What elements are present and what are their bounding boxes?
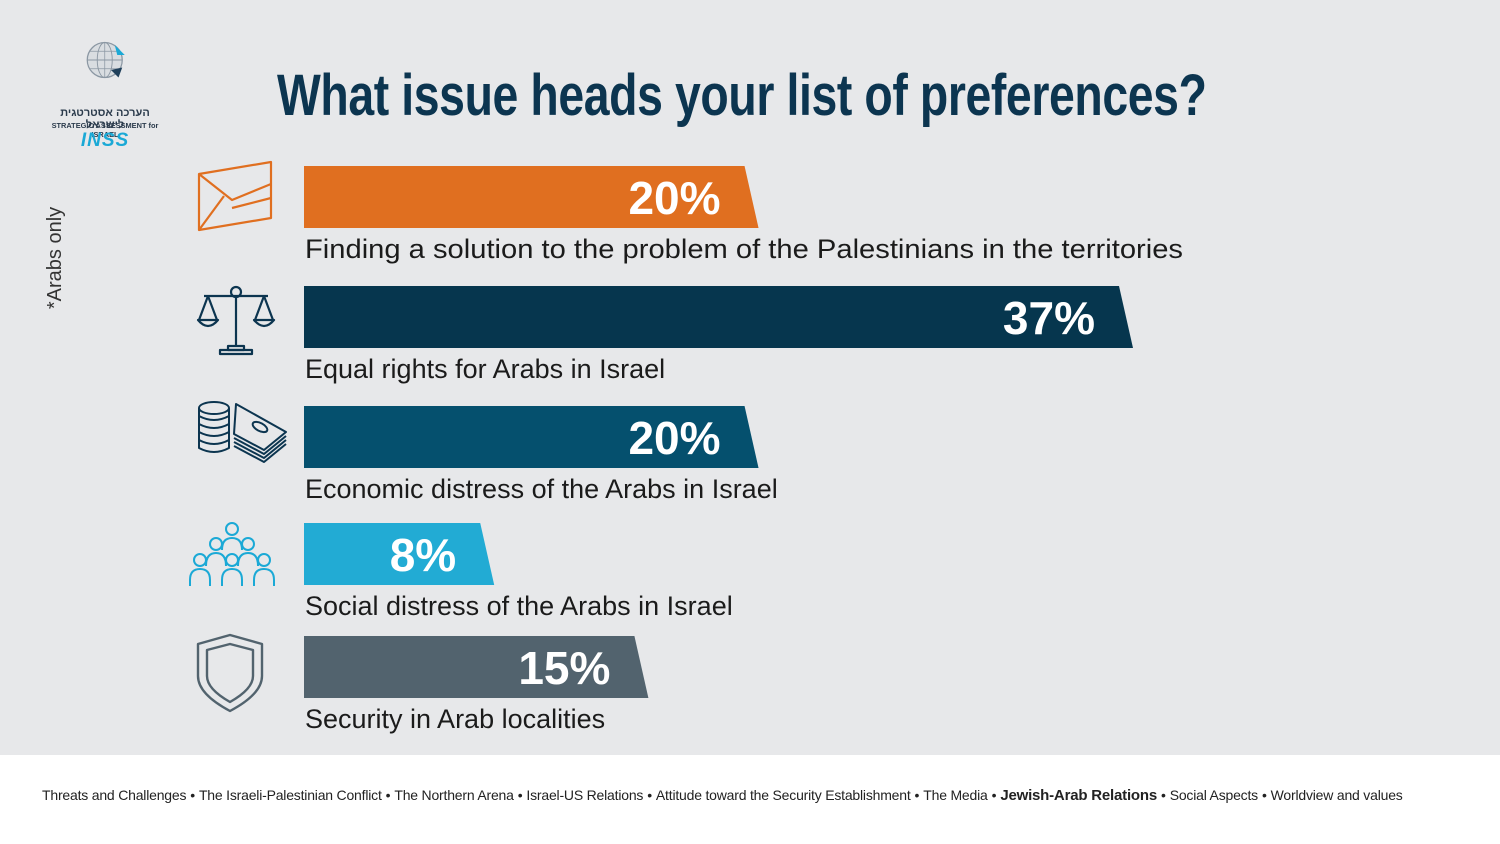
bar-value-label-2: 37%: [1003, 292, 1095, 344]
scales-icon: [196, 285, 276, 356]
bar-2: [304, 286, 1133, 348]
footer-separator: •: [914, 787, 920, 803]
bar-chart: 20% Finding a solution to the problem of …: [304, 166, 1183, 734]
category-label-2: Equal rights for Arabs in Israel: [305, 354, 665, 384]
bar-value-label-3: 20%: [628, 412, 720, 464]
envelope-icon: [197, 160, 273, 232]
category-label-5: Security in Arab localities: [305, 704, 605, 734]
footer-separator: •: [647, 787, 652, 803]
footer-topic-link[interactable]: Israel-US Relations: [526, 787, 644, 803]
footer-separator: •: [991, 787, 997, 803]
logo-hebrew-text: הערכה אסטרטגית לישראל: [60, 107, 150, 131]
footer-topic-link[interactable]: Threats and Challenges: [42, 787, 187, 803]
globe-icon: [86, 41, 125, 79]
people-icon: [189, 522, 275, 586]
footer-topic-link[interactable]: The Media: [923, 787, 988, 803]
footer-topic-link[interactable]: Attitude toward the Security Establishme…: [655, 787, 911, 803]
footer-bar: [0, 755, 1500, 844]
footer-topic-link[interactable]: Jewish-Arab Relations: [1000, 787, 1157, 804]
footer-topic-link[interactable]: Social Aspects: [1169, 787, 1258, 803]
footer-separator: •: [1161, 787, 1166, 803]
footer-separator: •: [385, 787, 391, 803]
footer-topic-link[interactable]: The Northern Arena: [394, 787, 514, 803]
bar-value-label-5: 15%: [518, 642, 610, 694]
footer-separator: •: [1261, 787, 1267, 803]
category-label-4: Social distress of the Arabs in Israel: [305, 591, 733, 621]
footer-separator: •: [517, 787, 523, 803]
footer-separator: •: [190, 787, 195, 803]
bar-value-label-1: 20%: [628, 172, 720, 224]
shield-icon: [196, 633, 264, 713]
bar-5: [304, 636, 649, 698]
footer-topic-nav: Threats and Challenges • The Israeli-Pales…: [42, 787, 1403, 804]
chart-title: What issue heads your list of preference…: [277, 63, 1207, 128]
bar-4: [304, 523, 495, 585]
bar-3: [304, 406, 759, 468]
bar-1: [304, 166, 759, 228]
money-icon: [198, 401, 287, 463]
logo-brand-text: INSS: [80, 130, 130, 151]
bar-value-label-4: 8%: [390, 529, 456, 581]
category-label-3: Economic distress of the Arabs in Israel: [305, 474, 778, 504]
footer-topic-link[interactable]: The Israeli-Palestinian Conflict: [198, 787, 382, 803]
logo-english-text: STRATEGIC ASSESSMENT for ISRAEL: [51, 121, 159, 139]
footer-topic-link[interactable]: Worldview and values: [1270, 787, 1403, 803]
main-panel: [0, 0, 1500, 755]
category-label-1: Finding a solution to the problem of the…: [305, 234, 1183, 264]
